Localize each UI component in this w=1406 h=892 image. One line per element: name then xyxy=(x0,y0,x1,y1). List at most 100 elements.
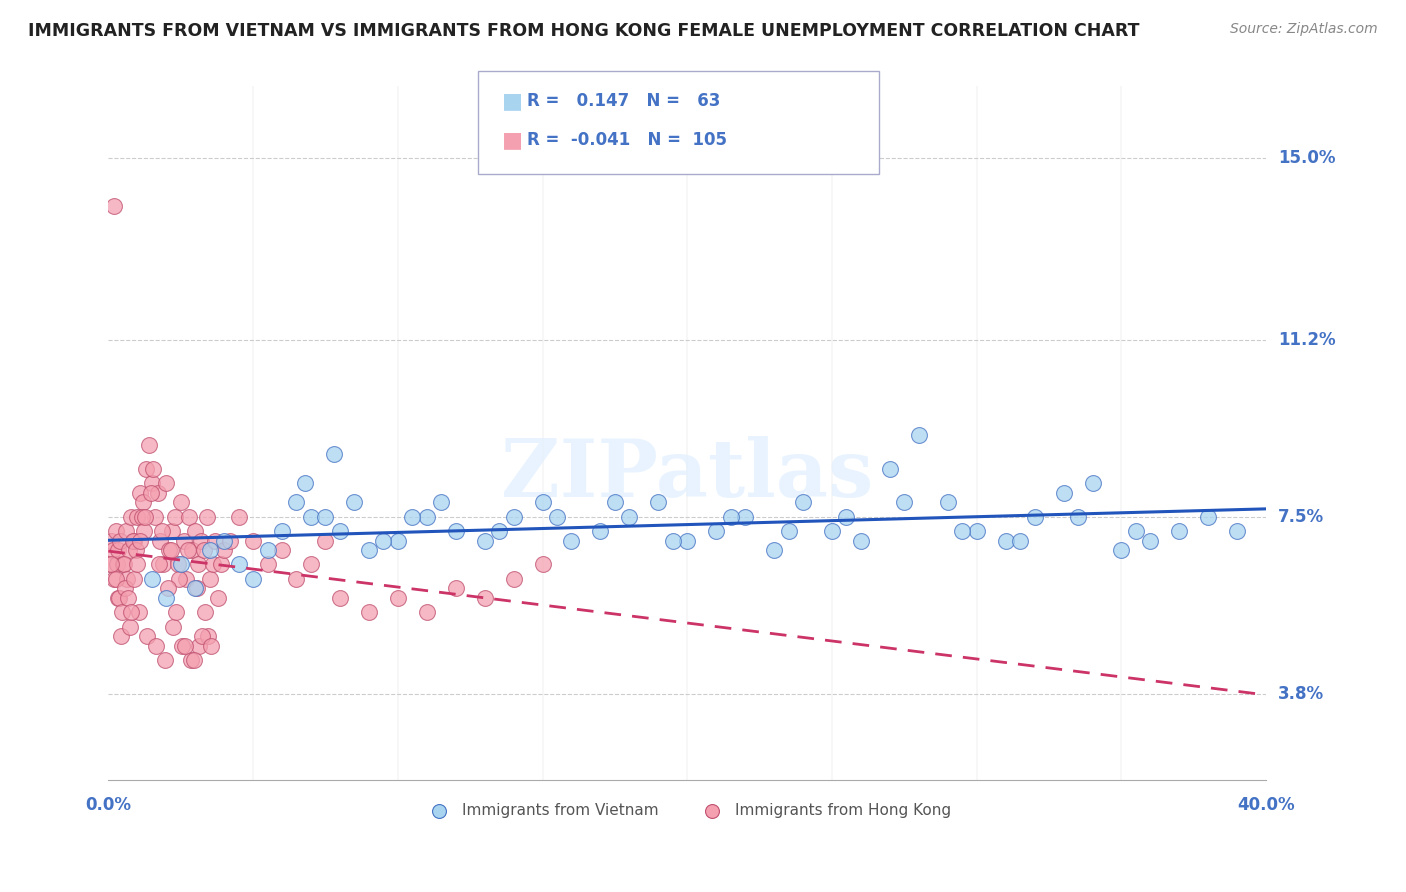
Point xyxy=(152,558,174,572)
Text: ■: ■ xyxy=(502,130,523,150)
Point xyxy=(1226,524,1249,538)
Point xyxy=(849,533,872,548)
Point xyxy=(134,524,156,538)
Point xyxy=(357,605,380,619)
Legend: Immigrants from Vietnam, Immigrants from Hong Kong: Immigrants from Vietnam, Immigrants from… xyxy=(418,797,957,824)
Point xyxy=(531,495,554,509)
Point xyxy=(114,582,136,596)
Point xyxy=(444,524,467,538)
Point xyxy=(256,543,278,558)
Point xyxy=(194,605,217,619)
Point xyxy=(111,558,134,572)
Point xyxy=(416,509,439,524)
Point xyxy=(193,543,215,558)
Point xyxy=(160,524,183,538)
Point xyxy=(188,639,211,653)
Point xyxy=(271,524,294,538)
Text: IMMIGRANTS FROM VIETNAM VS IMMIGRANTS FROM HONG KONG FEMALE UNEMPLOYMENT CORRELA: IMMIGRANTS FROM VIETNAM VS IMMIGRANTS FR… xyxy=(28,22,1140,40)
Point xyxy=(100,533,122,548)
Text: 15.0%: 15.0% xyxy=(1278,149,1336,167)
Point xyxy=(146,485,169,500)
Point xyxy=(720,509,742,524)
Point xyxy=(103,572,125,586)
Point xyxy=(191,629,214,643)
Point xyxy=(936,495,959,509)
Point xyxy=(502,509,524,524)
Point xyxy=(763,543,786,558)
Point xyxy=(546,509,568,524)
Text: R =   0.147   N =   63: R = 0.147 N = 63 xyxy=(527,92,721,110)
Point xyxy=(142,462,165,476)
Point xyxy=(821,524,844,538)
Point xyxy=(531,558,554,572)
Point xyxy=(1197,509,1219,524)
Point xyxy=(228,509,250,524)
Point xyxy=(115,572,138,586)
Text: R =  -0.041   N =  105: R = -0.041 N = 105 xyxy=(527,131,727,149)
Point xyxy=(228,558,250,572)
Point xyxy=(172,639,194,653)
Point xyxy=(153,653,176,667)
Point xyxy=(966,524,988,538)
Point xyxy=(734,509,756,524)
Point xyxy=(207,591,229,605)
Point xyxy=(704,524,727,538)
Point xyxy=(104,524,127,538)
Point xyxy=(122,533,145,548)
Text: 7.5%: 7.5% xyxy=(1278,508,1324,525)
Point xyxy=(141,572,163,586)
Point xyxy=(343,495,366,509)
Point xyxy=(212,533,235,548)
Point xyxy=(792,495,814,509)
Point xyxy=(589,524,612,538)
Point xyxy=(219,533,242,548)
Point xyxy=(155,476,177,491)
Point xyxy=(112,558,135,572)
Point xyxy=(177,543,200,558)
Point xyxy=(603,495,626,509)
Point xyxy=(186,582,208,596)
Point xyxy=(430,495,453,509)
Point xyxy=(150,524,173,538)
Point xyxy=(132,495,155,509)
Point xyxy=(124,533,146,548)
Point xyxy=(114,524,136,538)
Point xyxy=(118,619,141,633)
Point xyxy=(176,572,198,586)
Point xyxy=(170,558,193,572)
Point xyxy=(149,533,172,548)
Point xyxy=(174,639,197,653)
Point xyxy=(204,533,226,548)
Point xyxy=(285,495,308,509)
Point xyxy=(134,509,156,524)
Point xyxy=(110,629,132,643)
Point xyxy=(131,509,153,524)
Point xyxy=(107,591,129,605)
Point xyxy=(98,558,121,572)
Point xyxy=(128,533,150,548)
Text: ■: ■ xyxy=(502,91,523,111)
Point xyxy=(105,558,128,572)
Point xyxy=(143,509,166,524)
Point xyxy=(184,582,207,596)
Point xyxy=(136,629,159,643)
Point xyxy=(190,533,212,548)
Point xyxy=(125,558,148,572)
Point xyxy=(201,558,224,572)
Text: 3.8%: 3.8% xyxy=(1278,684,1324,703)
Point xyxy=(474,591,496,605)
Point xyxy=(1052,485,1074,500)
Point xyxy=(120,605,142,619)
Point xyxy=(994,533,1017,548)
Point xyxy=(163,509,186,524)
Point xyxy=(1139,533,1161,548)
Point xyxy=(271,543,294,558)
Point xyxy=(101,543,124,558)
Point xyxy=(242,572,264,586)
Point xyxy=(117,543,139,558)
Point xyxy=(159,543,181,558)
Point xyxy=(647,495,669,509)
Point xyxy=(187,558,209,572)
Point xyxy=(1125,524,1147,538)
Point xyxy=(676,533,699,548)
